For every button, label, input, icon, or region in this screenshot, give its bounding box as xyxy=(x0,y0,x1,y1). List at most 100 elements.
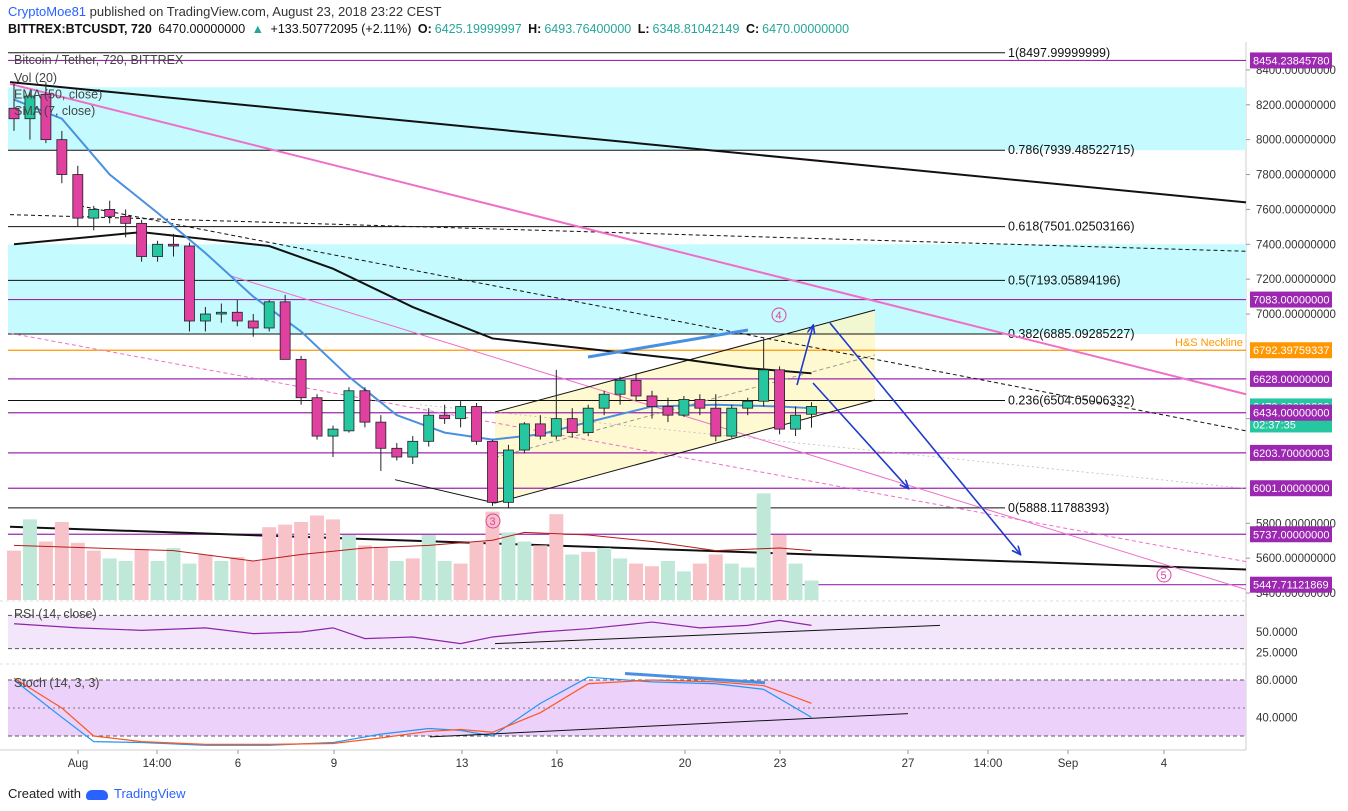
candle-body xyxy=(694,399,706,409)
candle-body xyxy=(758,369,770,402)
ema50-line xyxy=(13,231,812,375)
candle-body xyxy=(742,400,754,409)
candle-body xyxy=(56,139,68,175)
sma7-line xyxy=(13,98,812,441)
rsi-title: RSI (14, close) xyxy=(14,607,97,621)
wave-label-5: 5 xyxy=(1161,570,1167,582)
candle-body xyxy=(550,418,562,437)
brand-name: TradingView xyxy=(114,786,186,801)
price-badge-label: 6792.39759337 xyxy=(1253,345,1329,357)
volume-bar xyxy=(501,532,516,600)
candle-body xyxy=(566,418,578,433)
volume-bar xyxy=(118,561,133,600)
volume-bar xyxy=(756,493,771,600)
wave-label-3: 3 xyxy=(490,516,496,528)
candle-body xyxy=(152,243,163,257)
y-tick-label: 8200.00000000 xyxy=(1256,100,1336,112)
wave-circle-5 xyxy=(1156,567,1172,583)
price-badge-label: 6434.00000000 xyxy=(1253,408,1329,420)
volume-bar xyxy=(310,515,325,600)
volume-bar xyxy=(421,535,436,600)
y-tick-label: 7800.00000000 xyxy=(1256,170,1336,182)
fib-label-5: 0.236(6504.05006332) xyxy=(1008,394,1135,408)
volume-bar xyxy=(565,554,580,600)
volume-bar xyxy=(405,558,420,600)
down-arrow-2 xyxy=(829,322,1020,554)
high-value: 6493.76400000 xyxy=(544,22,632,36)
x-tick-label: 20 xyxy=(679,758,692,770)
volume-bar xyxy=(38,541,53,600)
candle-body xyxy=(503,449,514,503)
volume-bar xyxy=(373,548,388,600)
author-link[interactable]: CryptoMoe81 xyxy=(8,4,87,19)
volume-bar xyxy=(70,542,85,600)
rsi-trend-line xyxy=(494,624,941,645)
wave-label-4: 4 xyxy=(776,310,782,322)
divergence-line-stoch xyxy=(624,671,766,685)
candle-body xyxy=(8,107,20,120)
y-tick-label: 7200.00000000 xyxy=(1256,274,1336,286)
volume-bar xyxy=(788,563,803,600)
volume-bar xyxy=(357,545,372,600)
volume-bar xyxy=(645,566,659,600)
resistance-zone-0 xyxy=(8,87,1246,151)
volume-bar xyxy=(246,561,261,600)
volume-bar xyxy=(102,558,117,600)
candle-body xyxy=(327,428,339,437)
fib-label-3: 0.5(7193.05894196) xyxy=(1008,273,1121,287)
candle-body xyxy=(534,423,546,437)
x-tick-label: 13 xyxy=(456,758,469,770)
volume-bar xyxy=(150,561,165,600)
candle-body xyxy=(710,407,722,437)
low-label: L: xyxy=(637,22,650,36)
published-text: published on TradingView.com, August 23,… xyxy=(89,4,442,19)
open-value: 6425.19999997 xyxy=(434,22,522,36)
stoch-tick-label: 40.0000 xyxy=(1256,712,1298,724)
up-triangle-icon: ▲ xyxy=(251,22,265,36)
stoch-tick-label: 80.0000 xyxy=(1256,675,1298,687)
rsi-band xyxy=(8,615,1246,649)
candle-body xyxy=(471,406,482,442)
faint-dotted-line xyxy=(419,404,1247,489)
volume-bar xyxy=(597,548,612,600)
rsi-tick-label: 50.0000 xyxy=(1256,627,1298,639)
x-tick-label: 9 xyxy=(331,758,337,770)
volume-bar xyxy=(86,550,101,600)
pink-downtrend-line xyxy=(9,82,1247,396)
volume-bar xyxy=(166,548,181,600)
candle-body xyxy=(88,208,100,219)
candle-body xyxy=(359,390,371,423)
volume-bar xyxy=(453,563,468,600)
price-badge xyxy=(1250,480,1332,497)
pink-lower-trend xyxy=(229,275,1247,591)
x-tick-label: 23 xyxy=(774,758,787,770)
long-downtrend-line xyxy=(9,81,1247,204)
price-badge-label: 6001.00000000 xyxy=(1253,483,1329,495)
price-badge-label: 5447.71121869 xyxy=(1253,580,1329,592)
last-price: 6470.00000000 xyxy=(158,22,246,36)
dashed-downtrend-line xyxy=(9,214,1247,252)
x-tick-label: 6 xyxy=(235,758,241,770)
x-tick-label: Aug xyxy=(68,758,88,770)
price-badge-label: 6203.70000003 xyxy=(1253,448,1329,460)
wedge-lower-line xyxy=(394,479,496,504)
volume-bar xyxy=(182,563,197,600)
price-badge xyxy=(1250,444,1332,461)
price-badge xyxy=(1250,52,1332,69)
volume-bar xyxy=(7,550,21,600)
candle-body xyxy=(40,93,52,141)
candle-body xyxy=(407,440,419,458)
volume-bar xyxy=(262,527,277,600)
dashed-trend-2 xyxy=(79,205,1247,432)
volume-bar xyxy=(549,514,564,600)
chart-canvas[interactable]: 1(8497.99999999) 0.786(7939.48522715) 0.61… xyxy=(0,0,1348,776)
stoch-d-line xyxy=(13,677,812,746)
tradingview-logo[interactable]: TradingView xyxy=(86,786,186,801)
candle-body xyxy=(120,215,132,224)
volume-bar xyxy=(469,541,484,600)
fib-label-0: 1(8497.99999999) xyxy=(1008,46,1110,60)
x-tick-label: 27 xyxy=(902,758,915,770)
candle-body xyxy=(136,222,148,257)
hs-neckline-label: H&S Neckline xyxy=(1175,337,1243,349)
volume-bar xyxy=(54,522,69,600)
